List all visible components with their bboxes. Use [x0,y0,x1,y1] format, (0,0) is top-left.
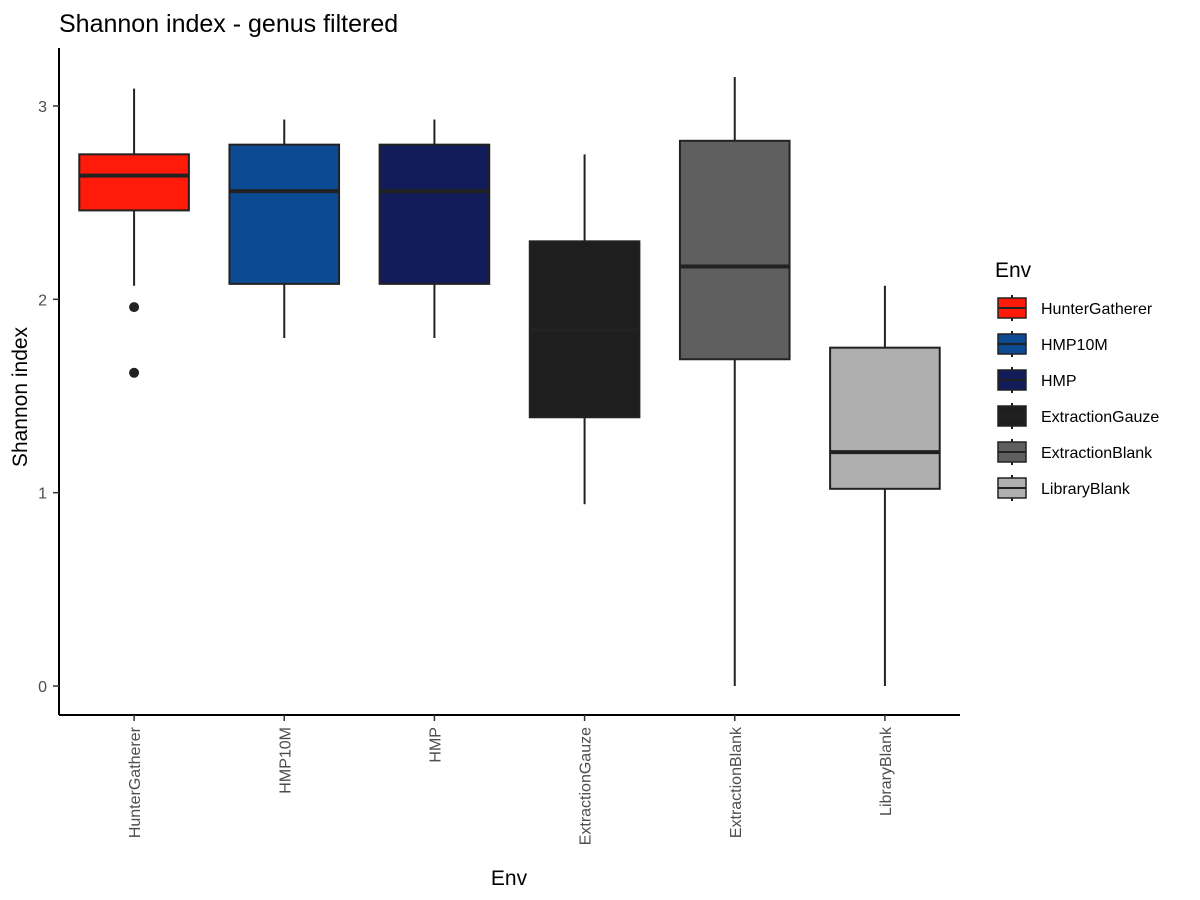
box-huntergatherer [78,153,190,212]
box-extractionblank [678,139,791,361]
y-tick-label-0: 0 [38,679,47,696]
y-tick-label-2: 2 [38,292,47,309]
x-tick-label-hmp10m: HMP10M [277,727,294,794]
legend-label-hmp10m: HMP10M [1041,337,1108,354]
y-axis-title: Shannon index [9,326,32,467]
legend-label-libraryblank: LibraryBlank [1041,481,1131,498]
y-tick-label-3: 3 [38,99,47,116]
y-tick-label-1: 1 [38,486,47,503]
box-hmp [378,143,491,285]
legend-title: Env [995,259,1032,282]
outlier-point-huntergatherer-2 [129,367,140,378]
x-tick-label-huntergatherer: HunterGatherer [127,726,144,838]
x-tick-label-extractiongauze: ExtractionGauze [578,727,595,845]
legend-label-huntergatherer: HunterGatherer [1041,301,1153,318]
chart-title: Shannon index - genus filtered [59,10,398,38]
legend-label-extractionblank: ExtractionBlank [1041,445,1153,462]
legend: Env HunterGatherer HMP10M HMP ExtractionGau… [995,259,1159,501]
box-hmp10m [228,143,341,285]
x-tick-label-libraryblank: LibraryBlank [878,726,895,816]
legend-label-hmp: HMP [1041,373,1077,390]
x-tick-label-hmp: HMP [427,727,444,763]
x-tick-label-extractionblank: ExtractionBlank [728,726,745,838]
axes: 0 1 2 3 HunterGatherer HMP10M HMP ExtractionGau… [38,48,960,845]
outlier-point-huntergatherer-1 [129,302,140,313]
box-libraryblank [829,346,941,490]
plot-area [78,77,941,686]
x-axis-title: Env [491,867,528,890]
legend-label-extractiongauze: ExtractionGauze [1041,409,1159,426]
